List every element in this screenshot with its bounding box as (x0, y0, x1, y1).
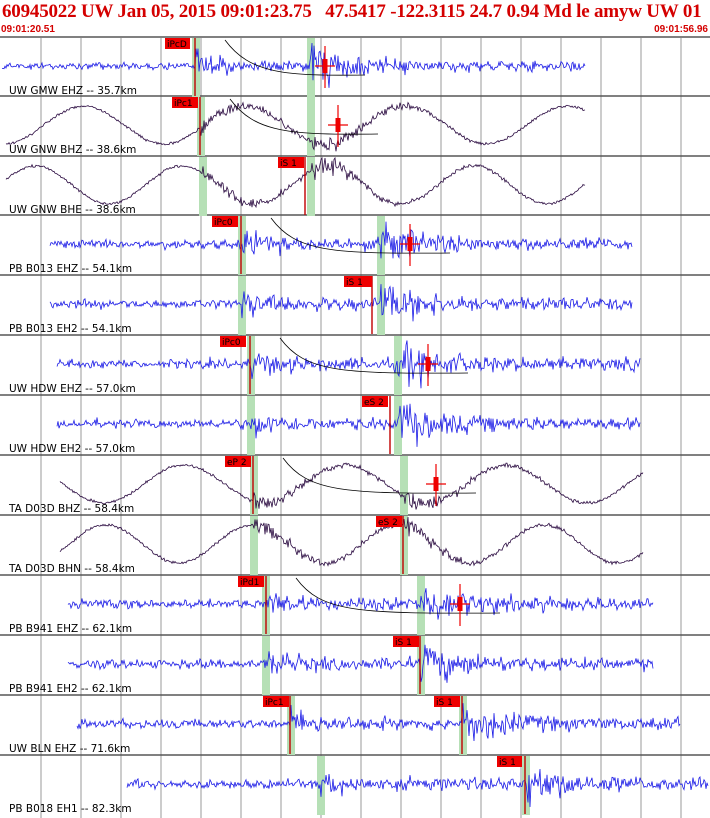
channel-label: UW HDW EHZ -- 57.0km (9, 383, 136, 395)
coda-decay-curve (295, 577, 501, 614)
channel-label: PB B018 EH1 -- 82.3km (9, 803, 132, 815)
p-window (197, 97, 205, 156)
p-window (247, 336, 255, 395)
phase-pick-box[interactable] (497, 756, 522, 767)
phase-pick-box[interactable] (165, 38, 190, 49)
channel-label: PB B941 EHZ -- 62.1km (9, 623, 132, 635)
phase-pick-label: iS 1 (436, 698, 453, 708)
phase-pick-label: eS 2 (364, 398, 384, 408)
phase-pick-box[interactable] (225, 456, 251, 467)
p-window (199, 157, 207, 216)
s-window (417, 636, 425, 695)
phase-pick-label: iPd1 (240, 578, 259, 588)
p-window (250, 516, 258, 575)
channel-label: TA D03D BHZ -- 58.4km (8, 503, 134, 515)
phase-pick-box[interactable] (376, 516, 402, 527)
p-window (250, 456, 258, 515)
phase-pick-label: eS 2 (378, 518, 398, 528)
phase-pick-box[interactable] (238, 576, 264, 587)
amplitude-marker-peak (335, 118, 341, 132)
phase-pick-box[interactable] (434, 696, 460, 707)
amplitude-marker-peak (457, 597, 463, 611)
waveform-trace[interactable] (67, 588, 654, 620)
phase-pick-label: iPcD (167, 40, 187, 50)
header-bar: 60945022 UW Jan 05, 2015 09:01:23.75 47.… (0, 0, 710, 37)
event-title: 60945022 UW Jan 05, 2015 09:01:23.75 47.… (2, 1, 710, 22)
waveform-trace[interactable] (59, 516, 644, 567)
phase-pick-box[interactable] (220, 336, 246, 347)
waveform-trace[interactable] (5, 101, 586, 152)
p-window (287, 696, 295, 755)
waveform-trace[interactable] (56, 340, 641, 389)
amplitude-marker-peak (407, 237, 413, 251)
phase-pick-label: iPc0 (222, 338, 241, 348)
coda-decay-curve (229, 98, 379, 135)
phase-pick-box[interactable] (344, 276, 372, 287)
waveform-trace[interactable] (76, 703, 681, 742)
phase-pick-label: eP 2 (227, 458, 247, 468)
amplitude-marker-peak (322, 59, 328, 73)
s-window (377, 276, 385, 335)
s-window (417, 576, 425, 635)
coda-decay-curve (279, 337, 469, 374)
channel-label: UW BLN EHZ -- 71.6km (9, 743, 130, 755)
channel-label: TA D03D BHN -- 58.4km (8, 563, 135, 575)
phase-pick-label: iS 1 (395, 638, 412, 648)
waveform-trace[interactable] (49, 284, 633, 322)
waveform-trace[interactable] (1, 42, 586, 88)
window-start-time: 09:01:20.51 (1, 24, 55, 35)
channel-label: UW GNW BHZ -- 38.6km (9, 144, 136, 156)
s-window (459, 696, 467, 755)
phase-pick-label: iPc1 (174, 99, 193, 109)
channel-label: UW GNW BHE -- 38.6km (9, 204, 136, 216)
s-window (307, 157, 315, 216)
p-window (262, 636, 270, 695)
phase-pick-box[interactable] (172, 97, 198, 108)
channel-label: UW HDW EH2 -- 57.0km (9, 443, 135, 455)
waveform-trace[interactable] (5, 156, 586, 209)
amplitude-marker-peak (425, 357, 431, 371)
waveform-trace[interactable] (126, 768, 709, 808)
phase-pick-box[interactable] (362, 396, 388, 407)
s-window (400, 516, 408, 575)
phase-pick-box[interactable] (278, 157, 304, 168)
phase-pick-label: iPc1 (265, 698, 284, 708)
s-window (307, 97, 315, 156)
phase-pick-label: iS 1 (499, 758, 516, 768)
p-window (192, 38, 200, 97)
waveform-trace[interactable] (49, 221, 633, 259)
coda-decay-curve (282, 457, 477, 494)
p-window (238, 276, 246, 335)
channel-label: UW GMW EHZ -- 35.7km (9, 85, 137, 97)
channel-label: PB B013 EHZ -- 54.1km (9, 263, 132, 275)
window-end-time: 09:01:56.96 (654, 24, 708, 35)
waveform-trace[interactable] (67, 644, 654, 683)
amplitude-marker-peak (433, 477, 439, 491)
waveform-trace[interactable] (59, 462, 644, 510)
s-window (400, 456, 408, 515)
phase-pick-label: iPc0 (214, 218, 233, 228)
phase-pick-box[interactable] (393, 636, 419, 647)
s-window (377, 216, 385, 275)
coda-decay-curve (224, 39, 366, 76)
s-window (394, 336, 402, 395)
waveform-trace[interactable] (56, 403, 641, 447)
s-window (307, 38, 315, 97)
channel-label: PB B941 EH2 -- 62.1km (9, 683, 132, 695)
phase-pick-label: iS 1 (280, 159, 297, 169)
s-window (394, 396, 402, 455)
phase-pick-label: iS 1 (346, 278, 363, 288)
seismogram-panel[interactable]: iPcD UW GMW EHZ -- 35.7km iPc1 UW GNW BHZ -… (0, 36, 710, 818)
p-window (317, 756, 325, 815)
phase-pick-box[interactable] (212, 216, 238, 227)
phase-pick-box[interactable] (263, 696, 289, 707)
channel-label: PB B013 EH2 -- 54.1km (9, 323, 132, 335)
